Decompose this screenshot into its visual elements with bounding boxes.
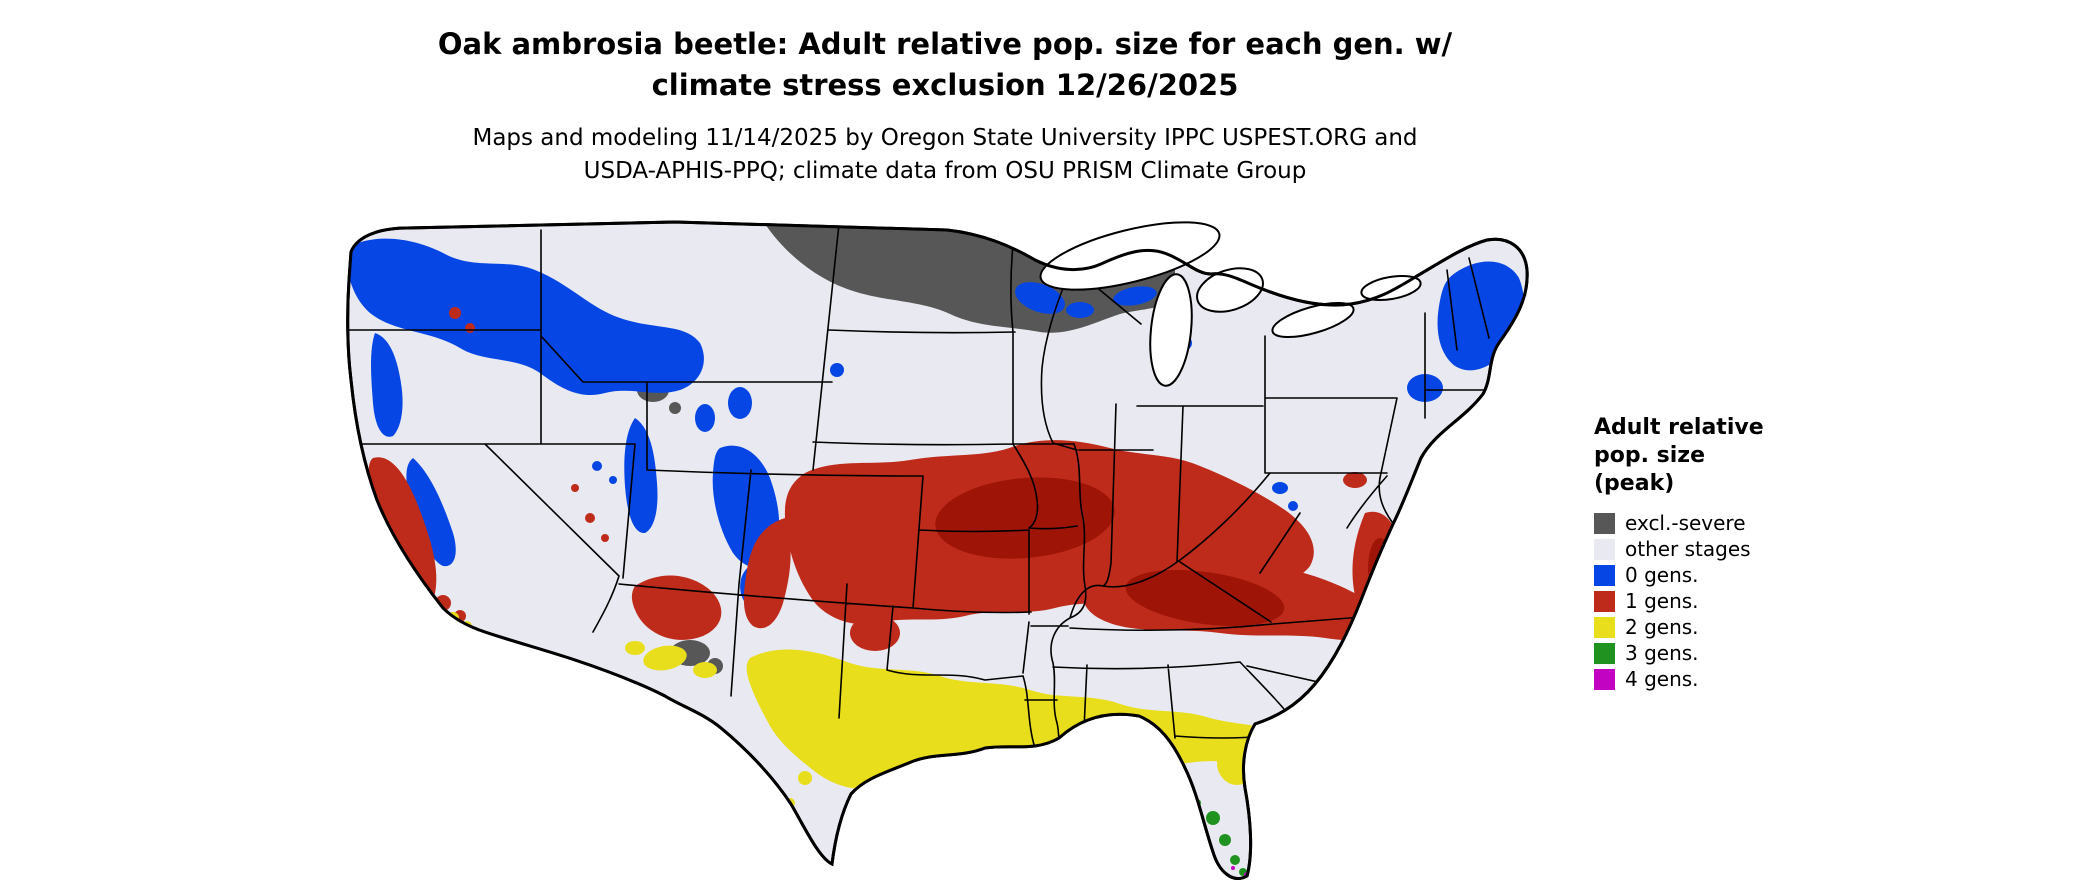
region-green-fl1: [1206, 811, 1220, 825]
lake-michigan: [1149, 273, 1193, 387]
map-subtitle: Maps and modeling 11/14/2025 by Oregon S…: [0, 122, 1890, 188]
lake-erie: [1271, 301, 1355, 339]
region-yellow-arizona1: [643, 645, 687, 671]
region-red-nevada2: [601, 534, 609, 542]
region-green-fl2: [1219, 834, 1231, 846]
region-darkred-va-coastal: [1368, 538, 1392, 598]
legend-title-line2: pop. size: [1594, 443, 1705, 468]
region-blue-minnesota: [1015, 282, 1065, 314]
legend: Adult relative pop. size (peak) excl.-se…: [1594, 414, 1874, 692]
region-blue-nevada1: [592, 461, 602, 471]
region-red-wa2: [465, 323, 475, 333]
legend-title: Adult relative pop. size (peak): [1594, 414, 1874, 498]
map-title-line2: climate stress exclusion 12/26/2025: [651, 68, 1239, 102]
legend-label: 0 gens.: [1625, 563, 1699, 587]
region-blue-blackhills: [830, 363, 844, 377]
legend-swatch-2-gens: [1594, 616, 1615, 638]
legend-item-1-gens: 1 gens.: [1594, 588, 1874, 614]
legend-label: 1 gens.: [1625, 589, 1699, 613]
legend-item-excl-severe: excl.-severe: [1594, 510, 1874, 536]
legend-swatch-1-gens: [1594, 590, 1615, 612]
legend-title-line3: (peak): [1594, 471, 1675, 496]
great-lakes: [1039, 221, 1422, 387]
legend-swatch-excl-severe: [1594, 512, 1615, 534]
region-yellow-stx1: [798, 771, 812, 785]
region-blue-windriver: [695, 404, 715, 432]
us-map-svg: [346, 220, 1529, 880]
map-title-line1: Oak ambrosia beetle: Adult relative pop.…: [437, 27, 1453, 61]
legend-item-other-stages: other stages: [1594, 536, 1874, 562]
region-yellow-arizona2: [625, 641, 645, 655]
map-title: Oak ambrosia beetle: Adult relative pop.…: [0, 24, 1890, 106]
region-red-nevada1: [585, 513, 595, 523]
legend-label: excl.-severe: [1625, 511, 1746, 535]
region-blue-wasatch: [624, 418, 658, 534]
map-subtitle-line1: Maps and modeling 11/14/2025 by Oregon S…: [472, 125, 1418, 151]
region-red-wa1: [449, 307, 461, 319]
region-darkred-ky-tn: [1125, 569, 1285, 627]
region-blue-west-virginia: [1272, 482, 1288, 494]
region-blue-superior-shore: [1066, 302, 1094, 318]
region-yellow-north-florida: [1217, 741, 1257, 785]
region-excl-speck: [669, 402, 681, 414]
legend-label: other stages: [1625, 537, 1751, 561]
legend-title-line1: Adult relative: [1594, 415, 1764, 440]
region-red-california: [368, 457, 437, 604]
us-map: [335, 218, 1557, 880]
region-red-tx-panhandle: [850, 615, 900, 651]
region-blue-speck: [1288, 501, 1298, 511]
legend-swatch-other-stages: [1594, 538, 1615, 560]
state-borders: [347, 223, 1490, 771]
region-blue-sierra: [406, 458, 456, 567]
legend-swatch-3-gens: [1594, 642, 1615, 664]
legend-swatch-0-gens: [1594, 564, 1615, 586]
legend-item-4-gens: 4 gens.: [1594, 666, 1874, 692]
region-red-se-pa: [1343, 472, 1367, 488]
region-blue-upper-michigan: [1113, 286, 1157, 306]
legend-item-3-gens: 3 gens.: [1594, 640, 1874, 666]
lake-huron: [1196, 267, 1264, 313]
region-blue-new-england: [1437, 261, 1524, 371]
legend-item-0-gens: 0 gens.: [1594, 562, 1874, 588]
legend-label: 3 gens.: [1625, 641, 1699, 665]
legend-swatch-4-gens: [1594, 668, 1615, 690]
region-green-fl3: [1230, 855, 1240, 865]
region-blue-bighorns: [728, 387, 752, 419]
region-red-nevada3: [571, 484, 579, 492]
legend-label: 4 gens.: [1625, 667, 1699, 691]
region-blue-northern-rockies: [347, 238, 704, 396]
lake-superior: [1039, 221, 1221, 291]
region-darkred-ks-mo-il: [935, 477, 1115, 559]
region-magenta-fl2: [1231, 866, 1235, 870]
region-blue-nevada2: [609, 476, 617, 484]
region-blue-oregon-cascades: [371, 333, 403, 437]
region-red-eastern-plains: [743, 518, 791, 629]
map-subtitle-line2: USDA-APHIS-PPQ; climate data from OSU PR…: [583, 158, 1307, 184]
region-yellow-arizona3: [693, 662, 717, 678]
legend-label: 2 gens.: [1625, 615, 1699, 639]
legend-item-2-gens: 2 gens.: [1594, 614, 1874, 640]
conus-outline: [346, 220, 1529, 880]
state-border-lines: [347, 223, 1490, 771]
